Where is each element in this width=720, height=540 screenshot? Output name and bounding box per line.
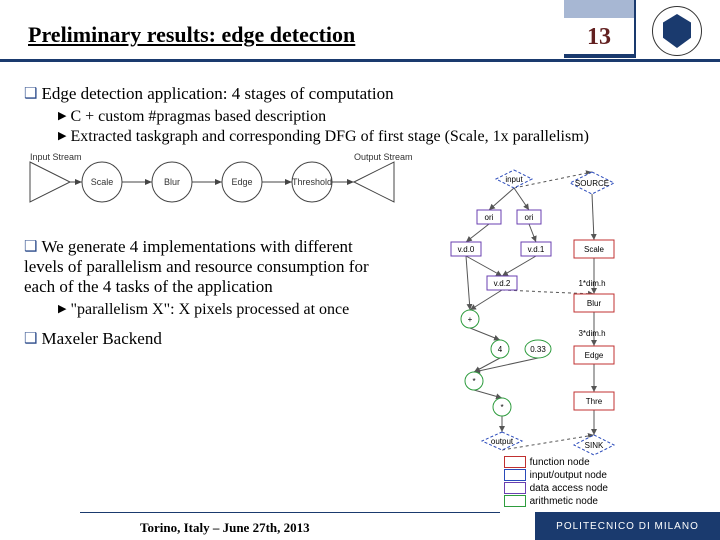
legend-row: data access node — [504, 482, 608, 494]
slide-header: Preliminary results: edge detection 13 — [0, 0, 720, 62]
bullet-1-2: ▶Extracted taskgraph and corresponding D… — [58, 128, 696, 146]
bullet-1-1: ▶C + custom #pragmas based description — [58, 108, 696, 126]
svg-text:*: * — [472, 377, 475, 386]
svg-text:Thre: Thre — [586, 397, 603, 406]
bullet-3: ❑Maxeler Backend — [24, 329, 396, 349]
bullet-1: ❑Edge detection application: 4 stages of… — [24, 84, 696, 104]
svg-text:v.d.0: v.d.0 — [458, 245, 475, 254]
svg-text:Edge: Edge — [585, 351, 604, 360]
legend-row: input/output node — [504, 469, 608, 481]
footer-text: Torino, Italy – June 27th, 2013 — [140, 516, 310, 536]
svg-text:ori: ori — [525, 213, 534, 222]
svg-text:1*dim.h: 1*dim.h — [578, 279, 605, 288]
dfg-diagram: input SOURCE ori ori v.d.0 v.d.1 Scale v.d.2 1*d… — [404, 163, 634, 463]
svg-text:input: input — [505, 175, 523, 184]
footer-institution: POLITECNICO DI MILANO — [535, 512, 720, 540]
svg-text:Output Stream: Output Stream — [354, 152, 413, 162]
svg-text:3*dim.h: 3*dim.h — [578, 329, 605, 338]
svg-text:SOURCE: SOURCE — [575, 179, 609, 188]
bullet-2-1: ▶"parallelism X": X pixels processed at … — [58, 301, 396, 319]
svg-text:Scale: Scale — [91, 177, 114, 187]
svg-text:Blur: Blur — [587, 299, 602, 308]
slide-content: ❑Edge detection application: 4 stages of… — [0, 62, 720, 468]
svg-text:0.33: 0.33 — [530, 345, 546, 354]
svg-text:Scale: Scale — [584, 245, 605, 254]
slide-footer: Torino, Italy – June 27th, 2013 POLITECN… — [0, 512, 720, 540]
svg-text:Threshold: Threshold — [292, 177, 332, 187]
svg-text:Input Stream: Input Stream — [30, 152, 82, 162]
svg-text:Edge: Edge — [231, 177, 252, 187]
bullet-2: ❑We generate 4 implementations with diff… — [24, 237, 396, 297]
page-number: 13 — [564, 18, 636, 58]
dfg-legend: function nodeinput/output nodedata acces… — [504, 455, 608, 508]
svg-text:*: * — [500, 403, 503, 412]
svg-text:Blur: Blur — [164, 177, 180, 187]
svg-text:4: 4 — [498, 345, 503, 354]
slide-title: Preliminary results: edge detection — [28, 22, 355, 48]
svg-text:ori: ori — [485, 213, 494, 222]
svg-text:v.d.1: v.d.1 — [528, 245, 545, 254]
svg-text:v.d.2: v.d.2 — [494, 279, 511, 288]
legend-row: function node — [504, 456, 608, 468]
legend-row: arithmetic node — [504, 495, 608, 507]
svg-text:output: output — [491, 437, 514, 446]
svg-text:SINK: SINK — [585, 441, 604, 450]
svg-text:+: + — [468, 315, 473, 324]
page-number-box: 13 — [564, 0, 636, 58]
institution-seal-icon — [652, 6, 702, 56]
